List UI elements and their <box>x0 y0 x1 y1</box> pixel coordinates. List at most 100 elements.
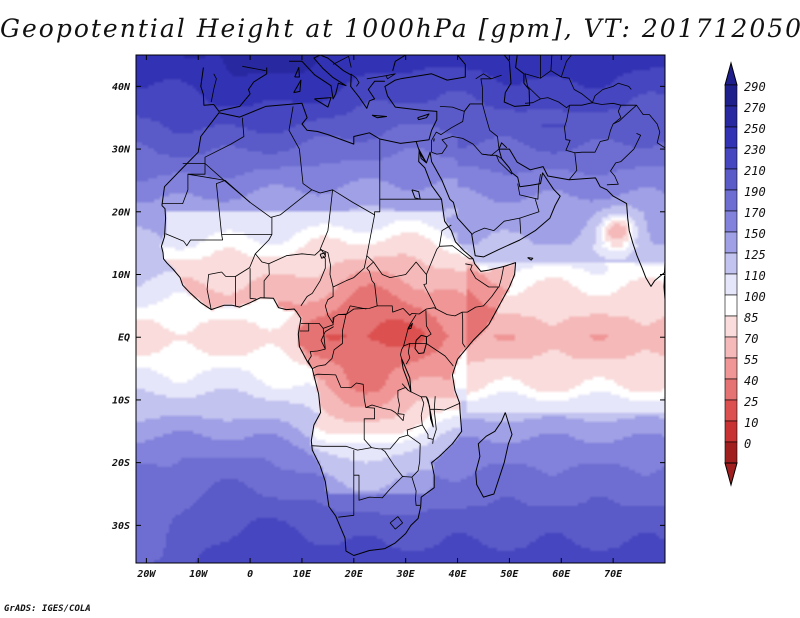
coastline <box>371 114 387 119</box>
country-border <box>425 310 432 344</box>
country-border <box>496 154 502 159</box>
country-border <box>299 323 310 332</box>
grads-credit: GrADS: IGES/COLA <box>4 604 91 614</box>
lat-tick-label: 10N <box>112 270 131 281</box>
lat-tick-label: 40N <box>112 82 131 93</box>
colorbar-swatch <box>724 294 738 317</box>
colorbar-label: 10 <box>744 416 758 430</box>
country-border <box>323 317 334 329</box>
country-border <box>366 75 387 80</box>
country-border <box>206 271 222 310</box>
country-border <box>210 73 217 103</box>
country-border <box>550 55 553 71</box>
country-border <box>338 305 367 315</box>
colorbar-label: 125 <box>744 248 766 262</box>
colorbar-label: 190 <box>744 185 766 199</box>
lon-tick-label: 20W <box>136 569 156 580</box>
country-border <box>429 402 461 411</box>
coastline <box>475 412 513 498</box>
country-border <box>300 255 326 307</box>
colorbar-label: 170 <box>744 206 766 220</box>
country-border <box>242 65 266 72</box>
country-border <box>471 217 522 235</box>
country-border <box>224 180 251 203</box>
colorbar-swatch <box>724 189 738 212</box>
country-border <box>385 73 396 80</box>
country-border <box>389 516 404 530</box>
coastline <box>319 55 385 109</box>
coastlines-and-borders <box>160 55 665 556</box>
country-border <box>249 268 257 300</box>
country-border <box>569 102 622 154</box>
colorbar-swatch <box>724 273 738 296</box>
country-border <box>313 373 409 422</box>
country-border <box>606 133 641 186</box>
colorbar-swatch <box>724 147 738 170</box>
lat-tick-label: 20N <box>111 207 131 218</box>
colorbar-top-arrow <box>724 61 738 86</box>
colorbar-label: 0 <box>744 437 751 451</box>
country-border <box>182 117 245 164</box>
colorbar-swatch <box>724 210 738 233</box>
country-border <box>517 174 541 200</box>
coastline <box>161 78 438 206</box>
coastline <box>200 67 268 112</box>
colorbar-label: 270 <box>744 101 766 115</box>
coastline <box>663 275 665 301</box>
colorbar: 2902702502302101901701501251101008570554… <box>724 61 766 487</box>
country-border <box>411 476 417 500</box>
country-border <box>612 104 637 125</box>
country-border <box>320 326 334 350</box>
country-border <box>312 314 347 369</box>
country-border <box>480 74 502 88</box>
colorbar-swatch <box>724 126 738 149</box>
country-border <box>299 149 313 191</box>
coastline <box>293 79 302 94</box>
country-border <box>465 263 505 288</box>
lat-tick-label: EQ <box>118 333 130 344</box>
country-border <box>221 271 236 277</box>
coastline <box>503 55 531 107</box>
coastline <box>414 334 427 354</box>
coastline <box>425 396 434 428</box>
country-border <box>162 163 206 205</box>
coastline <box>499 148 665 287</box>
lat-tick-label: 10S <box>112 395 130 406</box>
country-border <box>363 396 425 450</box>
colorbar-bottom-arrow <box>724 462 738 487</box>
country-border <box>481 153 513 175</box>
lon-tick-label: 70E <box>604 569 623 580</box>
colorbar-swatch <box>724 441 738 464</box>
lon-tick-label: 10W <box>189 569 208 580</box>
coastline <box>289 55 347 100</box>
coastline <box>433 138 435 142</box>
country-border <box>431 103 500 156</box>
coastline <box>407 322 413 330</box>
country-border <box>403 314 417 347</box>
coastline <box>294 67 300 78</box>
coastline <box>400 55 466 81</box>
country-border <box>519 199 540 219</box>
coastline <box>314 97 332 108</box>
coastline <box>527 257 534 261</box>
coastline <box>160 149 517 556</box>
country-border <box>439 87 483 112</box>
colorbar-swatch <box>724 168 738 191</box>
lon-tick-label: 30E <box>396 569 416 580</box>
longitude-axis: 20W 10W 0 10E 20E 30E 40E 50E 60E 70E <box>136 55 623 580</box>
colorbar-swatch <box>724 420 738 443</box>
coastline <box>392 55 406 71</box>
country-border <box>415 498 421 506</box>
lon-tick-label: 0 <box>247 569 253 580</box>
country-border <box>288 106 300 150</box>
country-border <box>338 450 355 518</box>
country-border <box>620 104 665 149</box>
country-border <box>300 322 326 369</box>
country-border <box>439 245 474 260</box>
colorbar-label: 55 <box>744 353 758 367</box>
country-border <box>165 173 226 247</box>
colorbar-label: 150 <box>744 227 766 241</box>
colorbar-swatch <box>724 399 738 422</box>
lon-tick-label: 60E <box>552 569 571 580</box>
